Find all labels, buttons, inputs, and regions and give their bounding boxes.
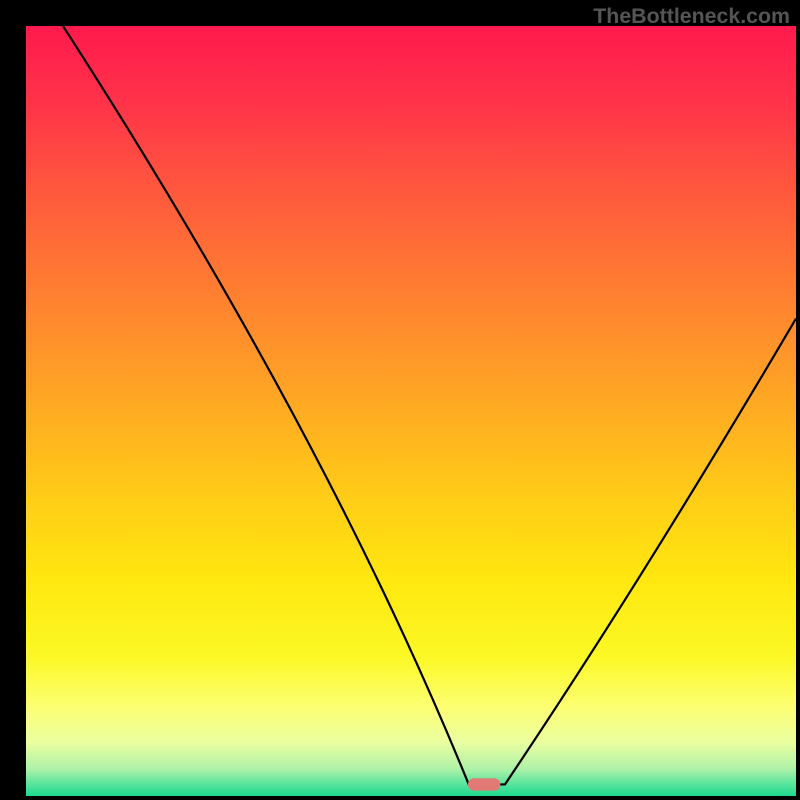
gradient-background (26, 26, 796, 796)
site-branding-label: TheBottleneck.com (593, 4, 790, 29)
bottleneck-chart (26, 26, 796, 796)
optimal-point-marker (468, 778, 500, 790)
chart-frame: TheBottleneck.com (0, 0, 800, 800)
